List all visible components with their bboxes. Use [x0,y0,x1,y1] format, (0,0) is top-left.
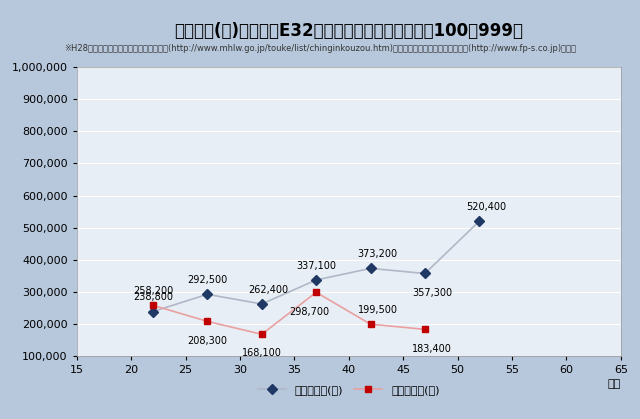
Text: 292,500: 292,500 [188,275,227,285]
Text: 年齢: 年齢 [607,379,621,389]
女性所定給(月) [421,327,429,332]
男性所定給(月) [258,301,266,306]
Text: 298,700: 298,700 [289,307,329,316]
女性所定給(月) [258,332,266,337]
男性所定給(月) [312,277,320,282]
Line: 女性所定給(月): 女性所定給(月) [150,289,428,338]
Text: 258,200: 258,200 [133,286,173,296]
Text: 238,800: 238,800 [133,292,173,303]
Text: 373,200: 373,200 [358,249,397,259]
男性所定給(月) [149,309,157,314]
男性所定給(月) [367,266,374,271]
女性所定給(月) [312,290,320,295]
Text: 183,400: 183,400 [412,344,452,354]
Text: 262,400: 262,400 [249,285,289,295]
女性所定給(月) [204,319,211,324]
Line: 男性所定給(月): 男性所定給(月) [150,217,483,315]
女性所定給(月) [367,322,374,327]
Legend: 男性所定給(月), 女性所定給(月): 男性所定給(月), 女性所定給(月) [253,381,444,400]
Text: 357,300: 357,300 [412,288,452,298]
Text: 337,100: 337,100 [296,261,336,271]
Text: 199,500: 199,500 [358,305,397,315]
Title: 【所定給(月)】大阪･E32その他の製造業･人数規模100～999人: 【所定給(月)】大阪･E32その他の製造業･人数規模100～999人 [174,23,524,41]
Text: 208,300: 208,300 [188,336,227,346]
Text: ※H28年「厚労省賃金構造基本統計調査」(http://www.mhlw.go.jp/touke/list/chinginkouzou.htm)を基に安進社会保: ※H28年「厚労省賃金構造基本統計調査」(http://www.mhlw.go.… [64,44,576,53]
男性所定給(月) [204,292,211,297]
男性所定給(月) [476,219,483,224]
男性所定給(月) [421,271,429,276]
Text: 168,100: 168,100 [242,349,282,359]
女性所定給(月) [149,303,157,308]
Text: 520,400: 520,400 [467,202,506,212]
